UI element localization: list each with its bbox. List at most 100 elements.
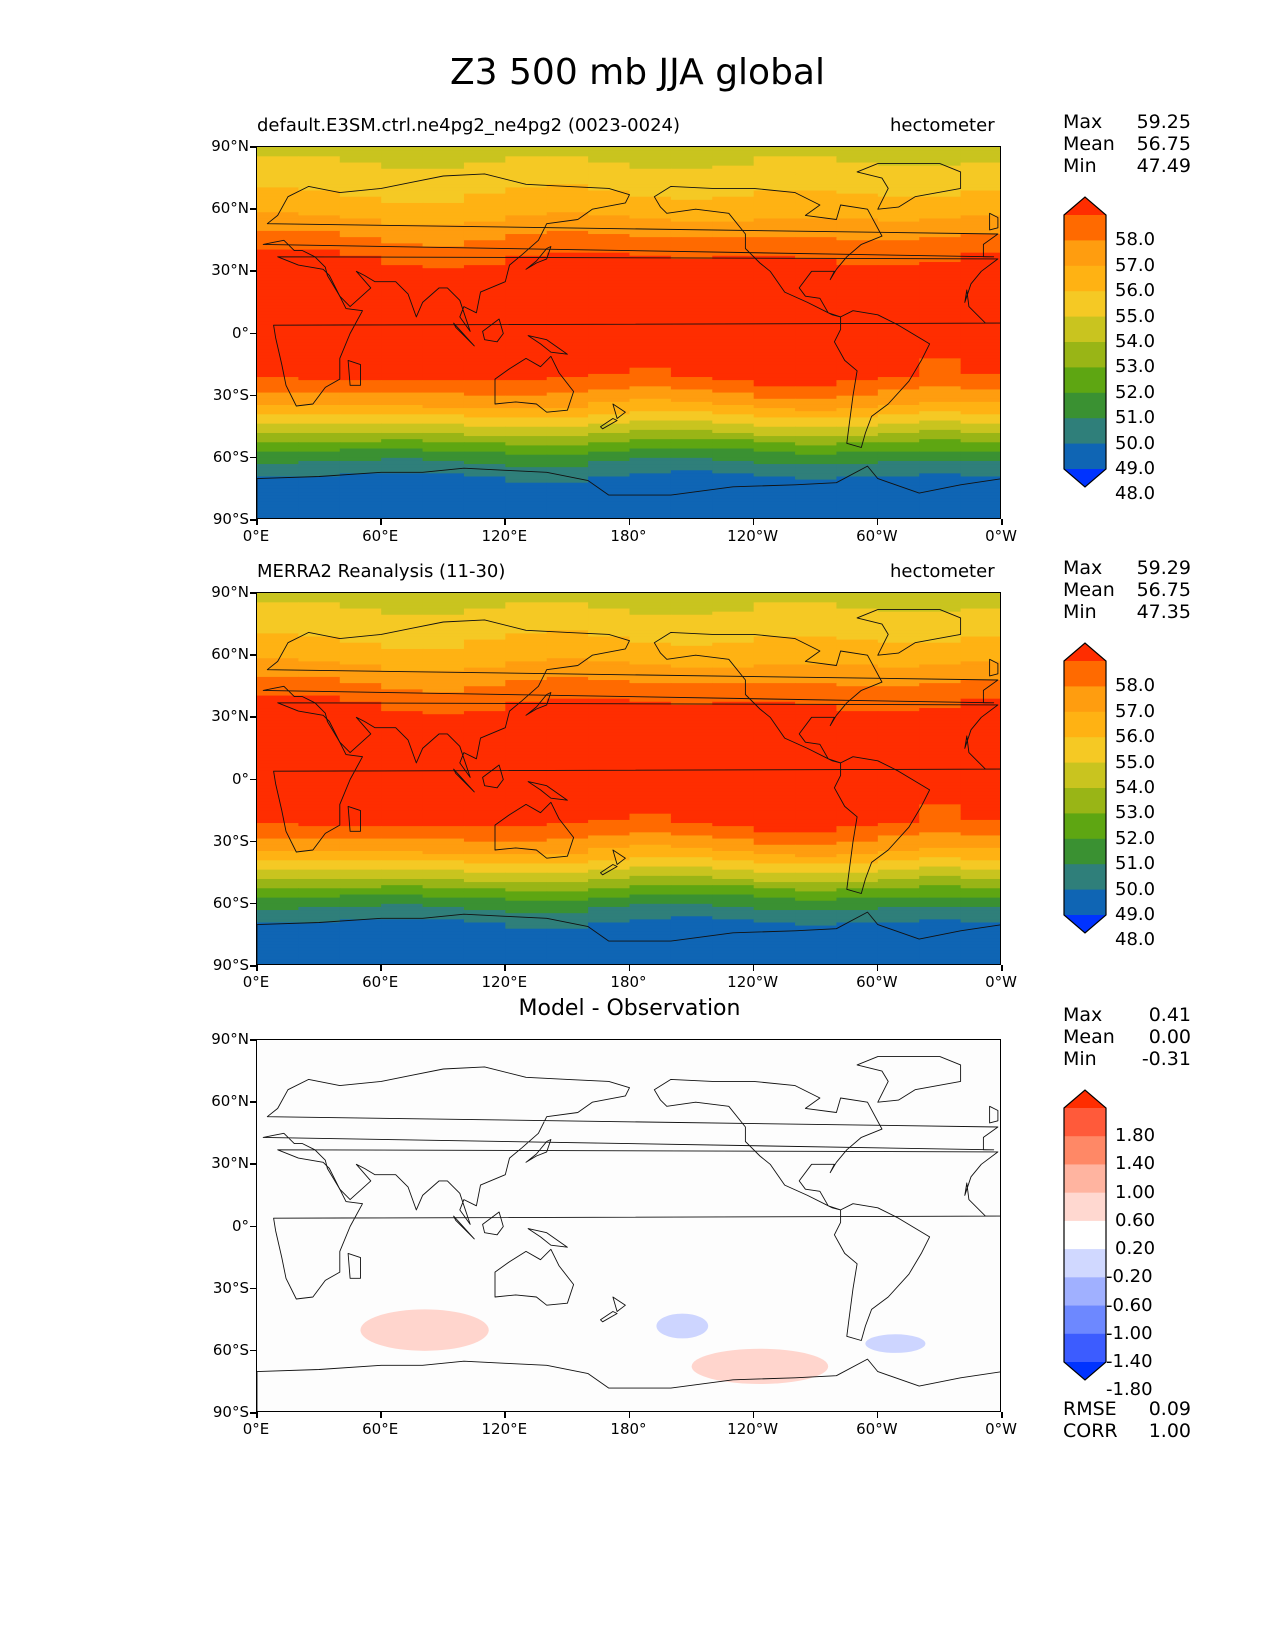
contour-cell xyxy=(588,826,631,830)
contour-cell xyxy=(588,404,631,409)
contour-cell xyxy=(505,897,548,902)
contour-cell xyxy=(877,726,920,731)
contour-cell xyxy=(588,426,631,431)
contour-cell xyxy=(753,620,796,625)
contour-cell xyxy=(546,832,589,837)
contour-cell xyxy=(795,900,838,905)
contour-cell xyxy=(505,277,548,282)
contour-cell xyxy=(463,844,506,849)
contour-cell xyxy=(422,274,465,279)
contour-cell xyxy=(588,878,631,883)
contour-cell xyxy=(836,894,879,899)
contour-cell xyxy=(836,900,879,905)
contour-cell xyxy=(960,816,1000,821)
contour-cell xyxy=(463,795,506,799)
contour-cell xyxy=(712,296,755,300)
contour-cell xyxy=(505,202,548,207)
contour-cell xyxy=(339,184,382,189)
contour-cell xyxy=(753,473,796,478)
contour-cell xyxy=(588,633,631,638)
contour-cell xyxy=(339,202,382,207)
contour-cell xyxy=(422,916,465,920)
contour-cell xyxy=(422,742,465,746)
contour-cell xyxy=(836,686,879,690)
contour-cell xyxy=(836,931,879,936)
contour-cell xyxy=(463,156,506,161)
contour-cell xyxy=(919,664,962,669)
contour-cell xyxy=(960,652,1000,656)
contour-cell xyxy=(753,673,796,678)
contour-cell xyxy=(670,888,713,892)
contour-cell xyxy=(298,773,341,777)
contour-cell xyxy=(836,770,879,774)
contour-cell xyxy=(422,732,465,737)
contour-cell xyxy=(381,221,424,226)
contour-cell xyxy=(422,850,465,855)
colorbar-tick-label: 52.0 xyxy=(1115,827,1156,849)
contour-cell xyxy=(629,271,672,276)
contour-cell xyxy=(836,504,879,509)
lon-tick-label: 120°E xyxy=(481,973,528,991)
contour-cell xyxy=(298,900,341,905)
contour-cell xyxy=(753,608,796,613)
colorbar-tick-label: 1.00 xyxy=(1115,1181,1156,1203)
contour-cell xyxy=(670,162,713,167)
contour-cell xyxy=(298,476,341,481)
contour-cell xyxy=(505,804,548,809)
contour-cell xyxy=(463,271,506,276)
contour-cell xyxy=(629,268,672,272)
contour-cell xyxy=(629,900,672,905)
contour-cell xyxy=(505,283,548,288)
contour-cell xyxy=(463,934,506,939)
contour-cell xyxy=(795,224,838,229)
contour-cell xyxy=(670,670,713,675)
contour-cell xyxy=(795,174,838,179)
contour-cell xyxy=(463,944,506,948)
contour-cell xyxy=(670,202,713,207)
contour-cell xyxy=(257,823,299,827)
contour-cell xyxy=(712,627,755,631)
contour-cell xyxy=(588,367,631,372)
contour-cell xyxy=(919,608,962,613)
contour-cell xyxy=(877,900,920,905)
contour-cell xyxy=(960,377,1000,381)
contour-cell xyxy=(381,330,424,335)
colorbar-segment xyxy=(1064,1220,1106,1250)
contour-cell xyxy=(298,605,341,610)
contour-cell xyxy=(505,639,548,644)
contour-cell xyxy=(960,302,1000,307)
contour-cell xyxy=(505,227,548,232)
stat-label: Max xyxy=(1063,111,1103,133)
contour-cell xyxy=(877,913,920,917)
contour-cell xyxy=(919,928,962,933)
contour-cell xyxy=(960,608,1000,613)
contour-cell xyxy=(753,386,796,391)
contour-cell xyxy=(712,698,755,703)
contour-cell xyxy=(505,467,548,471)
contour-cell xyxy=(712,432,755,437)
contour-cell xyxy=(670,150,713,154)
contour-cell xyxy=(753,485,796,490)
contour-cell xyxy=(753,599,796,603)
contour-cell xyxy=(836,293,879,297)
contour-cell xyxy=(753,230,796,235)
contour-cell xyxy=(505,633,548,638)
contour-cell xyxy=(712,159,755,164)
contour-cell xyxy=(919,373,962,378)
colorbar-tick-label: 56.0 xyxy=(1115,280,1156,302)
contour-cell xyxy=(795,380,838,384)
contour-cell xyxy=(546,271,589,276)
contour-cell xyxy=(546,364,589,369)
contour-cell xyxy=(546,336,589,341)
contour-cell xyxy=(629,289,672,294)
contour-cell xyxy=(546,516,589,518)
contour-cell xyxy=(877,174,920,179)
stat-row: Max 59.25 xyxy=(1063,111,1191,133)
contour-cell xyxy=(960,692,1000,697)
contour-cell xyxy=(836,230,879,235)
contour-cell xyxy=(629,835,672,840)
contour-cell xyxy=(712,807,755,812)
contour-cell xyxy=(298,237,341,241)
contour-cell xyxy=(298,826,341,830)
lon-tick-mark xyxy=(1001,1412,1003,1418)
